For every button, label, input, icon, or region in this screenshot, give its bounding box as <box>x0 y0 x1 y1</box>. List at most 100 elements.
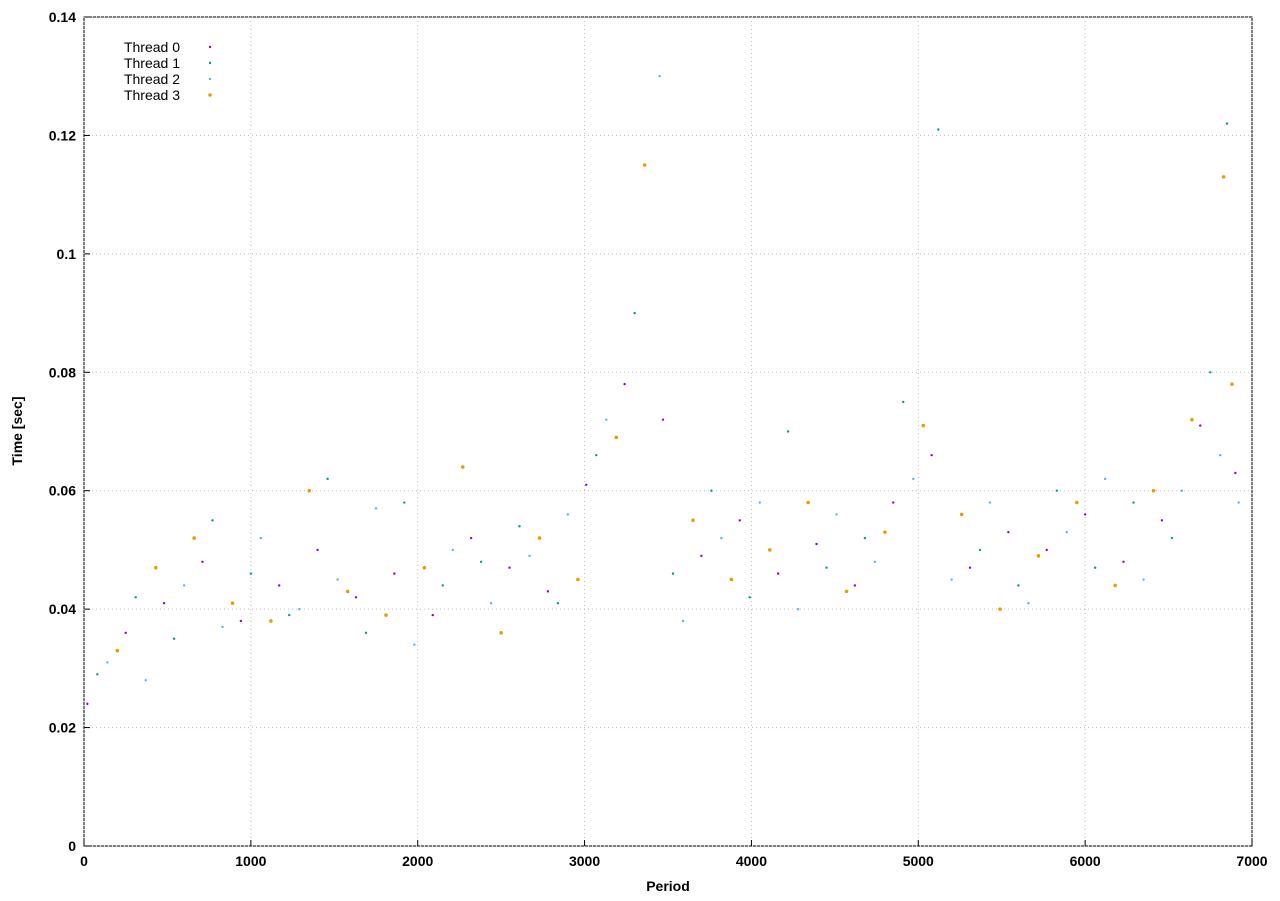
point <box>912 477 915 481</box>
point <box>605 418 608 421</box>
point <box>776 572 780 575</box>
point <box>720 536 723 540</box>
point <box>623 382 626 386</box>
point <box>326 477 329 481</box>
point <box>278 584 281 587</box>
point <box>1225 122 1229 125</box>
point <box>124 631 127 635</box>
point <box>767 548 772 552</box>
point <box>259 536 263 540</box>
point <box>489 602 493 605</box>
legend-marker <box>208 77 212 81</box>
point <box>921 423 926 428</box>
point <box>883 530 887 534</box>
point <box>374 507 378 510</box>
point <box>1237 501 1240 504</box>
point <box>192 536 196 540</box>
x-axis-label: Period <box>646 878 690 894</box>
point <box>902 400 905 404</box>
point <box>671 572 675 575</box>
point <box>1132 501 1135 504</box>
point <box>825 566 828 569</box>
point <box>1113 583 1117 588</box>
point <box>950 578 953 581</box>
point <box>239 619 243 623</box>
point <box>1065 530 1068 534</box>
point <box>1209 371 1212 374</box>
point <box>1221 175 1226 179</box>
legend-label: Thread 3 <box>124 87 180 103</box>
point <box>1234 471 1237 475</box>
point <box>1027 602 1030 605</box>
point <box>873 560 877 563</box>
point <box>1007 530 1010 534</box>
point <box>364 631 368 635</box>
point <box>1122 560 1125 563</box>
point <box>96 673 99 676</box>
point <box>546 590 550 593</box>
x-tick-label: 5000 <box>903 853 934 869</box>
point <box>134 596 137 599</box>
point <box>1199 424 1202 427</box>
point <box>1103 477 1107 481</box>
legend-marker <box>208 61 212 65</box>
point <box>288 613 291 617</box>
point <box>316 548 319 552</box>
point <box>230 601 235 606</box>
point <box>518 525 521 528</box>
point <box>691 518 695 523</box>
point <box>345 589 350 594</box>
point <box>978 548 982 552</box>
legend-label: Thread 0 <box>124 39 180 55</box>
point <box>153 565 158 570</box>
plot-frame <box>83 16 1253 847</box>
point <box>413 643 416 646</box>
y-tick-label: 0.08 <box>49 364 76 380</box>
point <box>959 512 964 517</box>
point <box>930 453 933 457</box>
point <box>806 500 810 505</box>
point <box>815 542 818 546</box>
point <box>162 602 166 605</box>
point <box>298 607 301 611</box>
point <box>393 572 396 575</box>
point <box>863 536 867 540</box>
point <box>1142 578 1145 581</box>
point <box>988 501 992 504</box>
point <box>595 453 598 457</box>
x-tick-label: 4000 <box>736 853 767 869</box>
point <box>1190 417 1194 422</box>
point <box>998 607 1002 611</box>
y-tick-label: 0.06 <box>49 483 76 499</box>
y-tick-label: 0.12 <box>49 127 76 143</box>
point <box>681 619 685 623</box>
point <box>106 661 109 664</box>
point <box>1160 519 1164 522</box>
point <box>307 488 312 493</box>
point <box>144 679 147 682</box>
x-tick-label: 6000 <box>1070 853 1101 869</box>
point <box>633 311 636 315</box>
point <box>537 536 542 540</box>
point <box>758 501 761 504</box>
point <box>1075 500 1079 505</box>
point <box>354 596 358 599</box>
point <box>172 637 176 640</box>
point <box>658 75 661 78</box>
point <box>1170 536 1174 540</box>
point <box>585 483 588 486</box>
point <box>1055 489 1058 492</box>
point <box>1083 513 1087 516</box>
point <box>479 560 483 563</box>
y-tick-label: 0.02 <box>49 720 76 736</box>
point <box>844 589 849 594</box>
point <box>748 596 751 599</box>
x-tick-label: 2000 <box>402 853 433 869</box>
point <box>729 577 734 582</box>
legend-label: Thread 2 <box>124 71 180 87</box>
y-axis-label: Time [sec] <box>9 397 25 466</box>
point <box>968 566 972 569</box>
point <box>937 128 940 131</box>
point <box>115 648 120 653</box>
